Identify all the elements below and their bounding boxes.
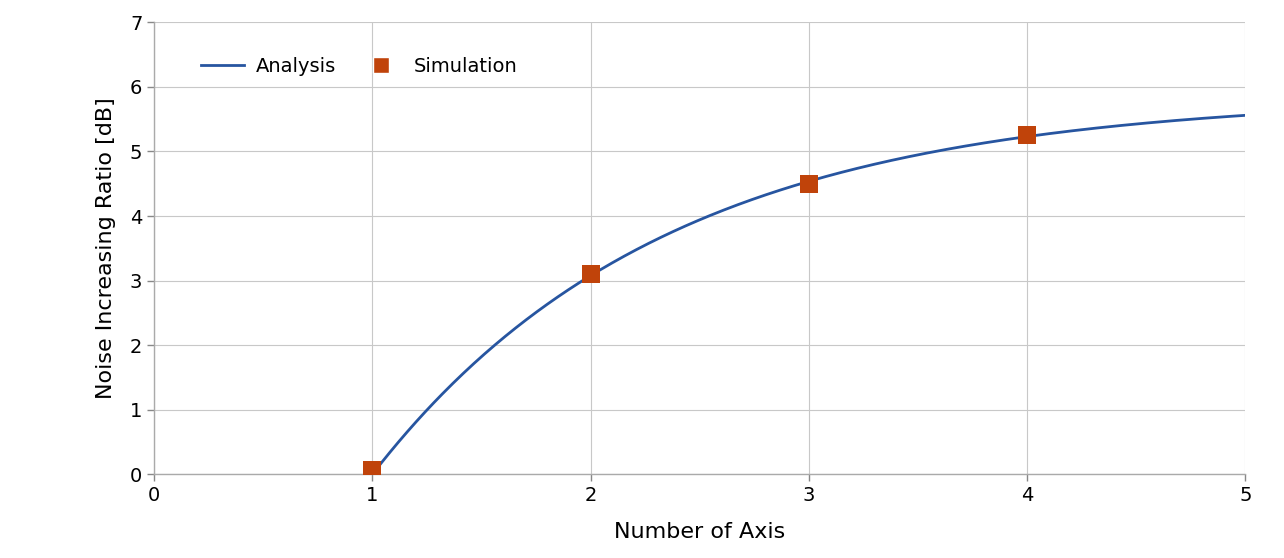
Y-axis label: Noise Increasing Ratio [dB]: Noise Increasing Ratio [dB] — [96, 98, 116, 399]
Analysis — [885, 157, 900, 163]
Legend: Analysis, Simulation: Analysis, Simulation — [186, 41, 533, 91]
Analysis — [1080, 126, 1095, 132]
Simulation — [580, 270, 601, 278]
Analysis — [785, 183, 800, 190]
Analysis — [1217, 113, 1233, 120]
Analysis — [1238, 112, 1253, 119]
Simulation — [362, 465, 383, 474]
Simulation — [799, 179, 819, 188]
Analysis — [837, 168, 853, 175]
Line: Analysis: Analysis — [372, 116, 1245, 474]
X-axis label: Number of Axis: Number of Axis — [614, 522, 786, 542]
Analysis — [365, 471, 380, 478]
Simulation — [1017, 131, 1037, 140]
Analysis — [779, 185, 795, 191]
